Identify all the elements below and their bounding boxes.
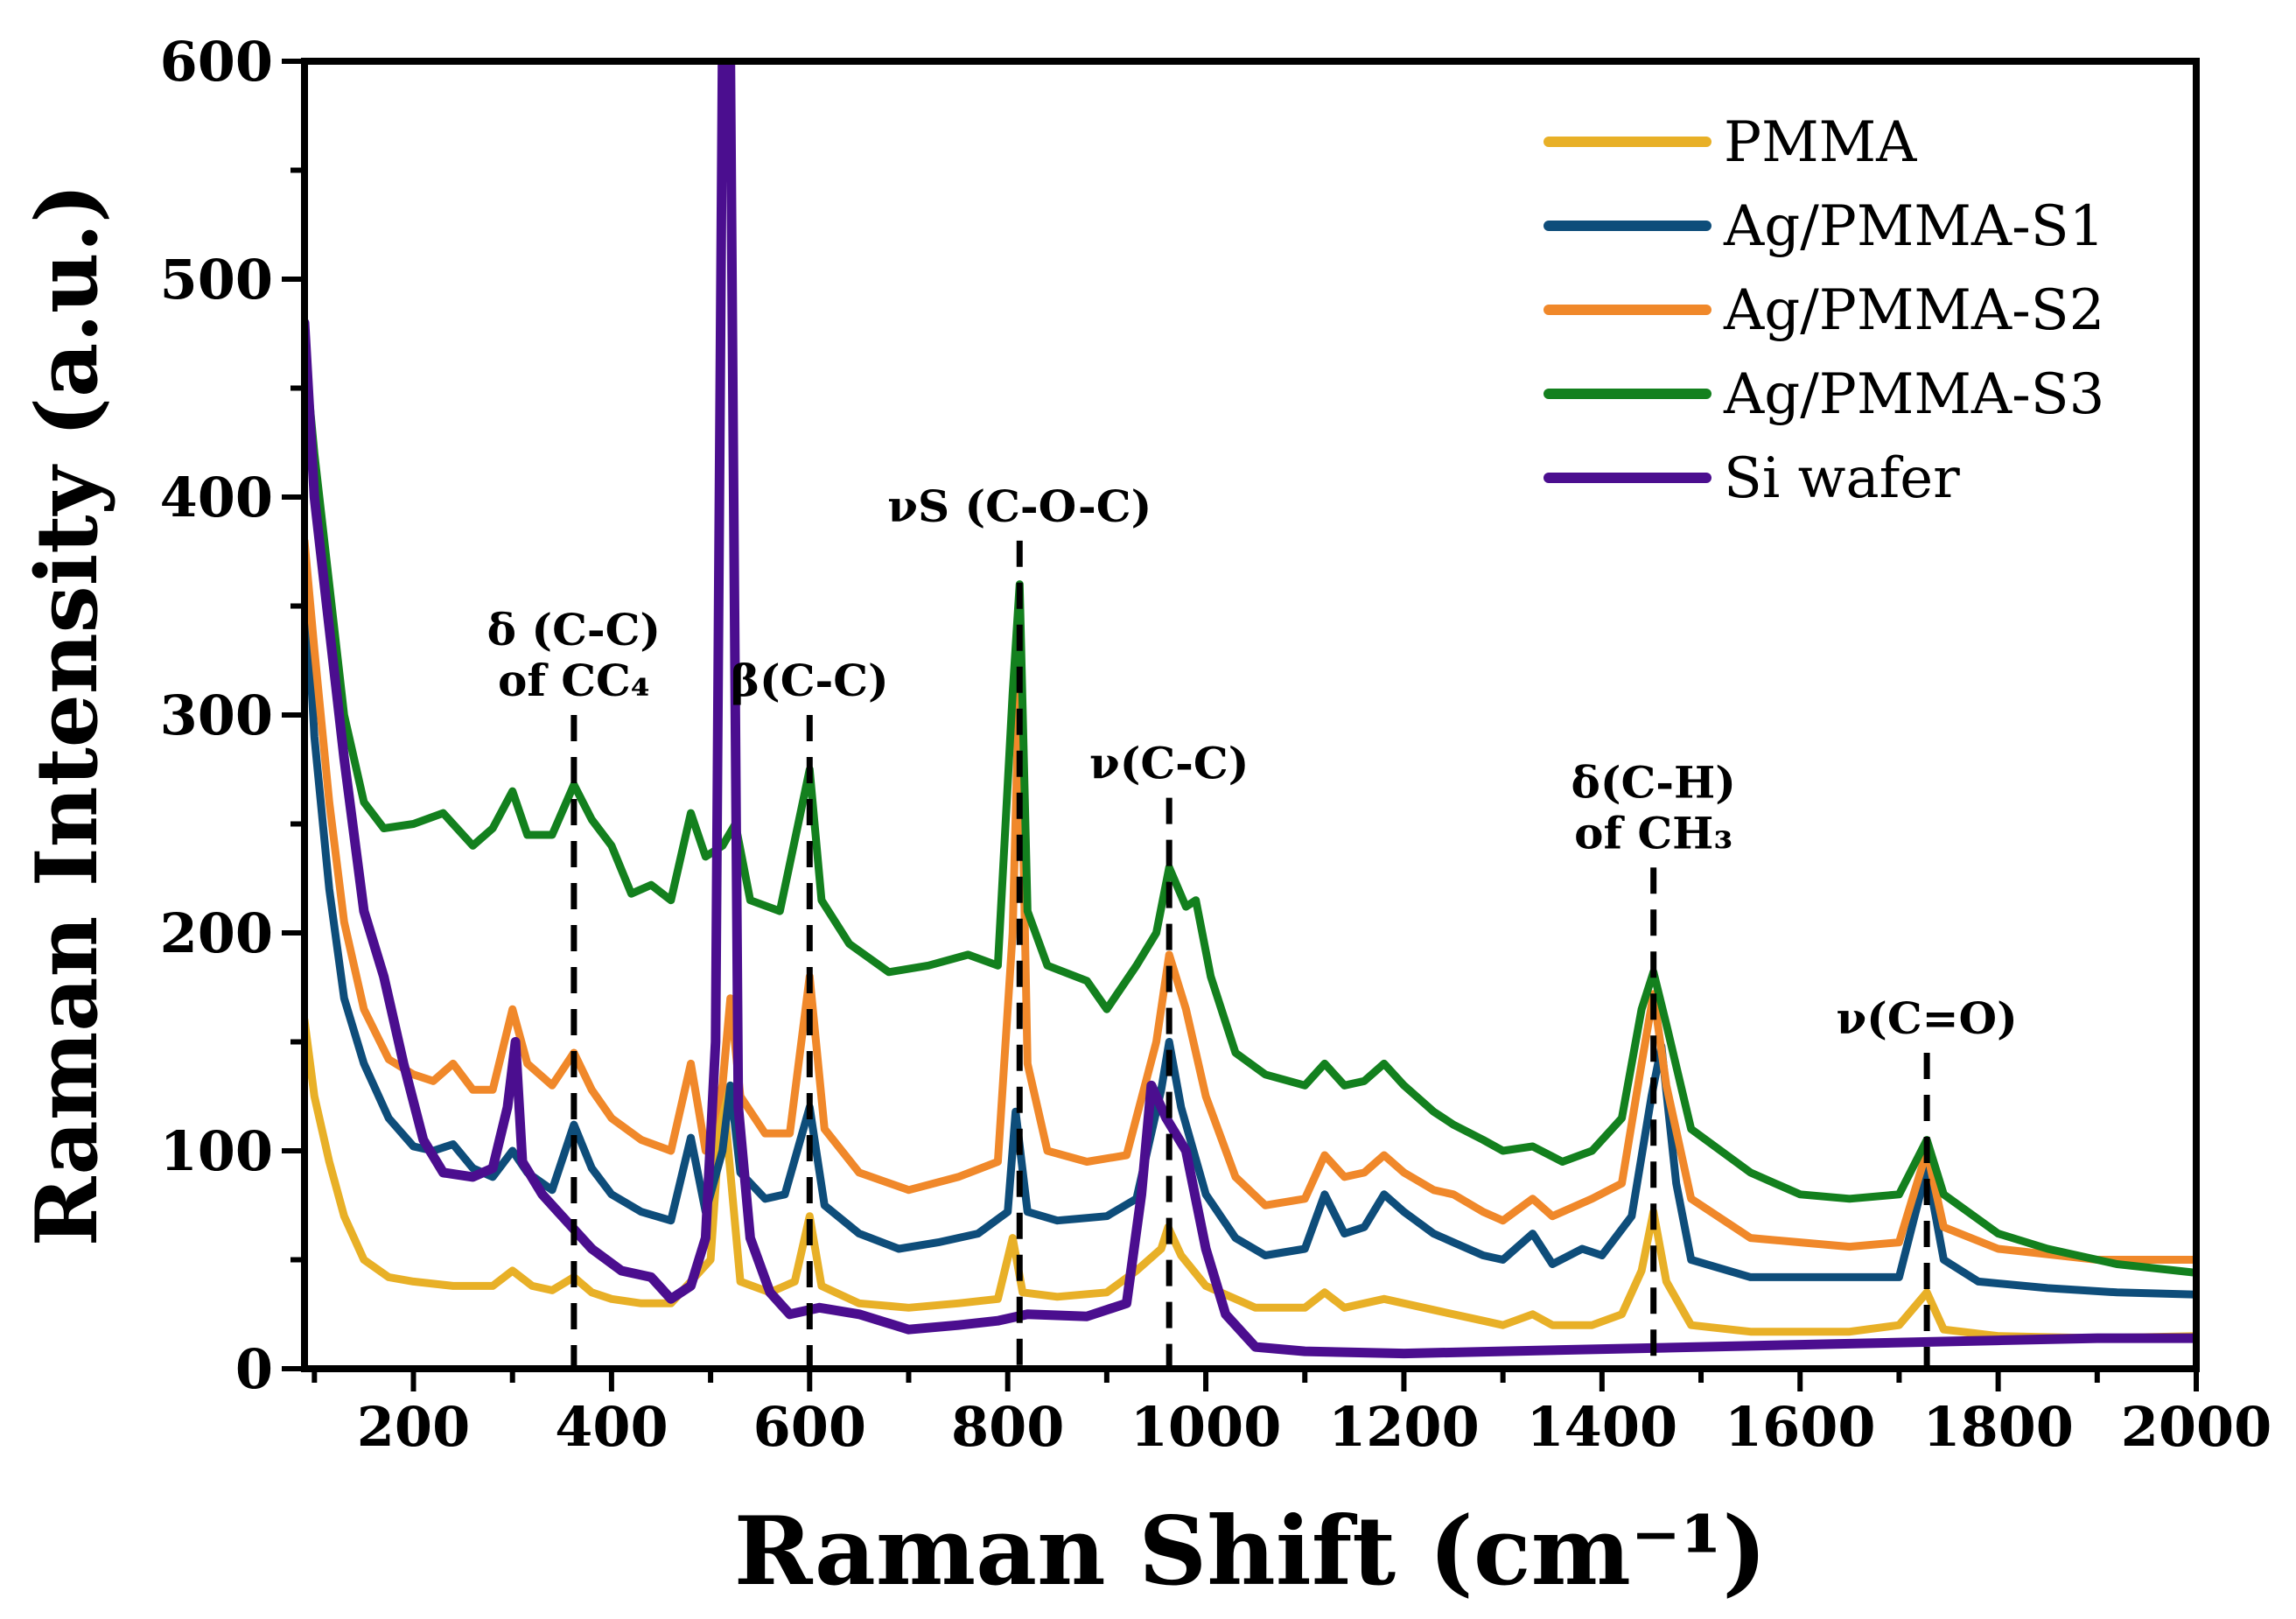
legend: PMMA Ag/PMMA-S1 Ag/PMMA-S2 Ag/PMMA-S3 Si waf… <box>1544 110 2104 511</box>
peak-label: β(C-C) <box>731 655 889 706</box>
y-tick-label: 200 <box>160 901 273 965</box>
x-tick-label: 2000 <box>2121 1395 2272 1459</box>
peak-label: δ(C-H) <box>1571 756 1735 808</box>
y-tick-label: 600 <box>160 30 273 94</box>
tick-marks <box>282 59 2199 1391</box>
peak-label: ν(C=O) <box>1836 992 2017 1044</box>
x-axis-title: Raman Shift (cm⁻¹) <box>734 1496 1768 1607</box>
series-lines <box>304 61 2196 1359</box>
x-tick-label: 1200 <box>1328 1395 1480 1459</box>
x-tick-label: 200 <box>357 1395 470 1459</box>
y-tick-label: 300 <box>160 683 273 747</box>
x-tick-label: 1800 <box>1922 1395 2074 1459</box>
legend-label: Ag/PMMA-S3 <box>1723 362 2104 427</box>
peak-label: of CC₄ <box>498 655 650 706</box>
series-line-ag-pmma-s3 <box>304 345 2196 1277</box>
peak-label: δ (C-C) <box>487 604 661 655</box>
legend-label: Si wafer <box>1724 446 1960 511</box>
legend-label: Ag/PMMA-S1 <box>1723 194 2104 259</box>
x-tick-label: 800 <box>951 1395 1064 1459</box>
axis-labels: 200 400 600 800 1000 1200 1400 1600 1800 2000 0 100… <box>160 30 2272 1459</box>
series-line-pmma <box>304 1016 2196 1342</box>
peak-annotations: δ (C-C)of CC₄ β(C-C) νS (C-O-C) ν(C-C) δ(C-H… <box>487 480 2018 1369</box>
x-tick-label: 1400 <box>1527 1395 1678 1459</box>
y-axis-title: Raman Intensity (a.u.) <box>18 184 116 1247</box>
y-tick-label: 0 <box>235 1337 273 1401</box>
plot-frame <box>301 58 2200 1372</box>
x-tick-label: 600 <box>753 1395 866 1459</box>
y-tick-label: 500 <box>160 248 273 312</box>
peak-label: of CH₃ <box>1574 807 1732 859</box>
peak-label: νS (C-O-C) <box>887 480 1152 532</box>
y-tick-label: 400 <box>160 466 273 529</box>
series-line-si-wafer <box>304 61 2196 1359</box>
x-tick-label: 400 <box>555 1395 668 1459</box>
x-tick-label: 1600 <box>1725 1395 1876 1459</box>
legend-label: Ag/PMMA-S2 <box>1723 278 2104 343</box>
y-tick-label: 100 <box>160 1119 273 1183</box>
x-tick-label: 1000 <box>1130 1395 1282 1459</box>
peak-label: ν(C-C) <box>1089 738 1249 789</box>
series-line-ag-pmma-s2 <box>304 536 2196 1264</box>
legend-label: PMMA <box>1724 110 1917 175</box>
